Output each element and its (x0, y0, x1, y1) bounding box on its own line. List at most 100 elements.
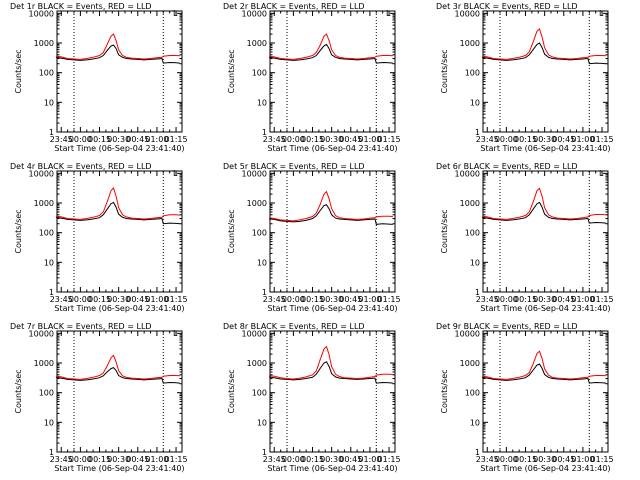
panel-marker-label: L (173, 9, 178, 18)
y-tick-label: 10 (470, 98, 480, 107)
y-tick-label: 1000 (247, 199, 267, 208)
plot-frame (56, 10, 183, 133)
x-axis-label: Start Time (06-Sep-04 23:41:40) (54, 144, 184, 153)
x-tick-label: 00:30 (533, 455, 556, 464)
x-axis-label: Start Time (06-Sep-04 23:41:40) (54, 464, 184, 473)
y-axis-label: Counts/sec (14, 369, 23, 413)
x-tick-label: 00:15 (514, 295, 537, 304)
lld-rate-line (269, 33, 393, 60)
y-tick-label: 1000 (460, 39, 480, 48)
events-rate-line (269, 43, 393, 64)
y-axis-label: Counts/sec (227, 49, 236, 93)
y-tick-label: 10 (257, 258, 267, 267)
x-tick-label: 00:30 (107, 135, 130, 144)
y-tick-label: 1000 (34, 39, 54, 48)
x-tick-label: 00:45 (552, 295, 575, 304)
y-axis-label: Counts/sec (227, 369, 236, 413)
y-tick-label: 1000 (34, 199, 54, 208)
plot-frame (482, 170, 609, 293)
x-axis-label: Start Time (06-Sep-04 23:41:40) (267, 144, 397, 153)
plot-frame (269, 330, 396, 453)
panel-marker-label: L (386, 329, 391, 338)
x-tick-label: 01:00 (145, 295, 168, 304)
x-tick-label: 00:45 (126, 135, 149, 144)
x-tick-label: 00:15 (301, 455, 324, 464)
y-tick-label: 10 (257, 418, 267, 427)
x-tick-label: 00:15 (88, 295, 111, 304)
y-tick-label: 1000 (460, 359, 480, 368)
x-tick-label: 00:00 (495, 455, 518, 464)
x-tick-label: 00:15 (301, 295, 324, 304)
lld-rate-line (482, 187, 606, 220)
x-tick-label: 23:45 (476, 455, 499, 464)
events-rate-line (482, 42, 606, 65)
panel-title: Det 7r BLACK = Events, RED = LLD (10, 322, 152, 331)
x-tick-label: 00:00 (282, 455, 305, 464)
y-tick-label: 1000 (34, 359, 54, 368)
x-tick-label: 01:15 (378, 295, 401, 304)
x-tick-label: 01:00 (358, 295, 381, 304)
y-tick-label: 10000 (242, 169, 267, 178)
x-tick-label: 01:15 (591, 455, 614, 464)
lld-rate-line (56, 354, 180, 380)
y-axis-label: Counts/sec (440, 49, 449, 93)
x-tick-label: 01:00 (571, 455, 594, 464)
y-tick-label: 1 (262, 128, 267, 137)
plot-frame (56, 330, 183, 453)
lld-rate-line (269, 345, 393, 380)
detector-panel: Det 5r BLACK = Events, RED = LLD 1 10 100 10… (223, 162, 401, 313)
panel-title: Det 6r BLACK = Events, RED = LLD (436, 162, 578, 171)
y-tick-label: 10 (470, 418, 480, 427)
x-tick-label: 01:15 (165, 455, 188, 464)
y-axis-label: Counts/sec (440, 209, 449, 253)
panel-title: Det 1r BLACK = Events, RED = LLD (10, 2, 152, 11)
panel-marker-label: L (386, 169, 391, 178)
x-tick-label: 01:15 (378, 135, 401, 144)
y-tick-label: 100 (465, 69, 480, 78)
plot-frame (56, 170, 183, 293)
x-tick-label: 23:45 (50, 135, 73, 144)
y-tick-label: 10 (44, 258, 54, 267)
x-tick-label: 01:15 (165, 135, 188, 144)
x-tick-label: 00:30 (320, 455, 343, 464)
x-tick-label: 00:15 (88, 455, 111, 464)
panel-title: Det 3r BLACK = Events, RED = LLD (436, 2, 578, 11)
y-tick-label: 100 (252, 229, 267, 238)
y-tick-label: 1 (475, 448, 480, 457)
detector-panel: Det 2r BLACK = Events, RED = LLD 1 10 100 10… (223, 2, 401, 153)
x-tick-label: 00:30 (107, 295, 130, 304)
y-tick-label: 10000 (29, 169, 54, 178)
x-tick-label: 00:30 (533, 295, 556, 304)
y-tick-label: 10 (470, 258, 480, 267)
panel-title: Det 2r BLACK = Events, RED = LLD (223, 2, 365, 11)
y-tick-label: 1 (475, 128, 480, 137)
x-tick-label: 00:45 (552, 135, 575, 144)
y-tick-label: 10 (44, 418, 54, 427)
x-tick-label: 00:45 (126, 295, 149, 304)
y-tick-label: 1 (262, 448, 267, 457)
x-axis-label: Start Time (06-Sep-04 23:41:40) (267, 464, 397, 473)
y-tick-label: 1000 (460, 199, 480, 208)
x-tick-label: 00:00 (495, 295, 518, 304)
events-rate-line (482, 201, 606, 224)
x-axis-label: Start Time (06-Sep-04 23:41:40) (54, 304, 184, 313)
x-tick-label: 00:45 (339, 455, 362, 464)
y-tick-label: 10000 (29, 329, 54, 338)
panel-marker-label: L (386, 9, 391, 18)
y-axis-label: Counts/sec (227, 209, 236, 253)
lld-rate-line (482, 350, 606, 380)
y-tick-label: 1000 (247, 359, 267, 368)
x-tick-label: 01:00 (358, 135, 381, 144)
y-tick-label: 100 (39, 229, 54, 238)
x-tick-label: 00:00 (69, 455, 92, 464)
plot-frame (269, 170, 396, 293)
panel-marker-label: L (173, 329, 178, 338)
lld-rate-line (269, 190, 393, 222)
x-tick-label: 00:00 (69, 135, 92, 144)
x-tick-label: 01:15 (165, 295, 188, 304)
x-tick-label: 00:45 (339, 135, 362, 144)
plot-frame (482, 330, 609, 453)
events-rate-line (56, 367, 180, 384)
events-rate-line (269, 361, 393, 384)
